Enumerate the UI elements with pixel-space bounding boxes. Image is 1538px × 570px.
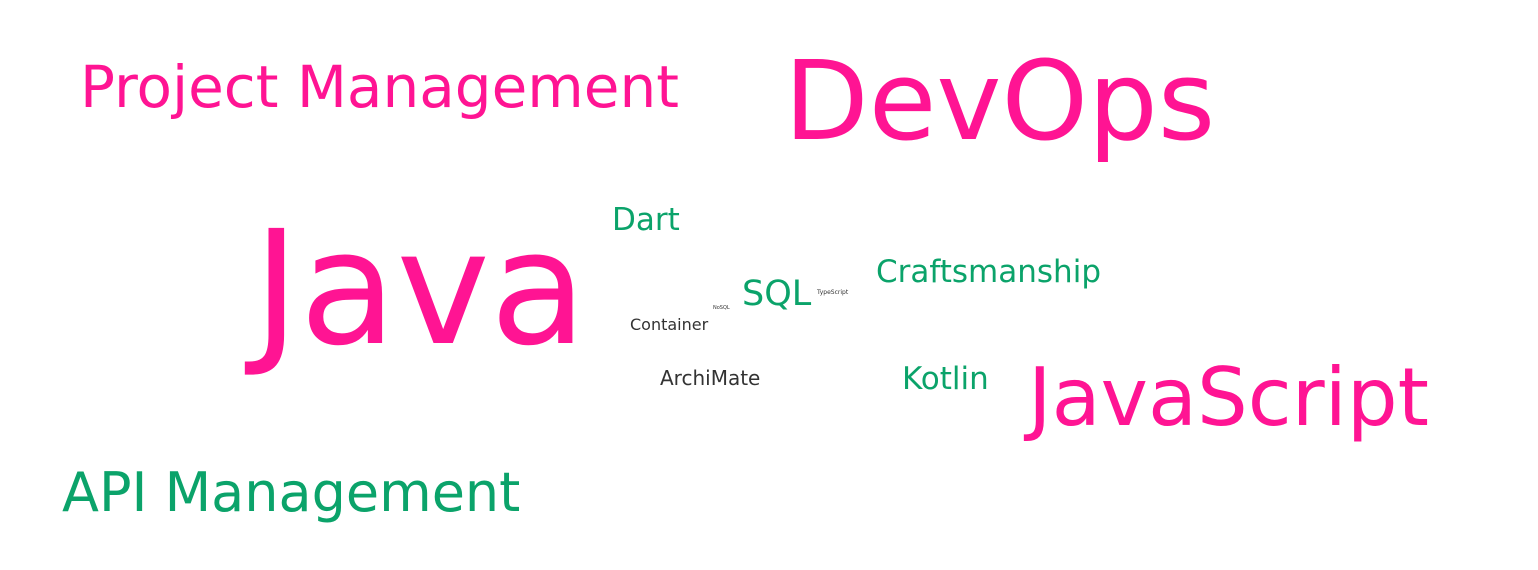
word-craftsmanship[interactable]: Craftsmanship [876, 254, 1101, 290]
word-typescript[interactable]: TypeScript [817, 289, 849, 296]
word-dart[interactable]: Dart [612, 202, 680, 238]
word-devops[interactable]: DevOps [784, 37, 1216, 165]
word-nosql[interactable]: NoSQL [713, 305, 730, 311]
word-archimate[interactable]: ArchiMate [660, 366, 761, 390]
word-container[interactable]: Container [630, 315, 709, 334]
word-api-management[interactable]: API Management [62, 461, 521, 524]
word-kotlin[interactable]: Kotlin [902, 361, 989, 397]
word-project-management[interactable]: Project Management [80, 53, 679, 121]
word-java[interactable]: Java [253, 197, 587, 381]
word-sql[interactable]: SQL [742, 274, 812, 314]
word-javascript[interactable]: JavaScript [1028, 351, 1430, 444]
